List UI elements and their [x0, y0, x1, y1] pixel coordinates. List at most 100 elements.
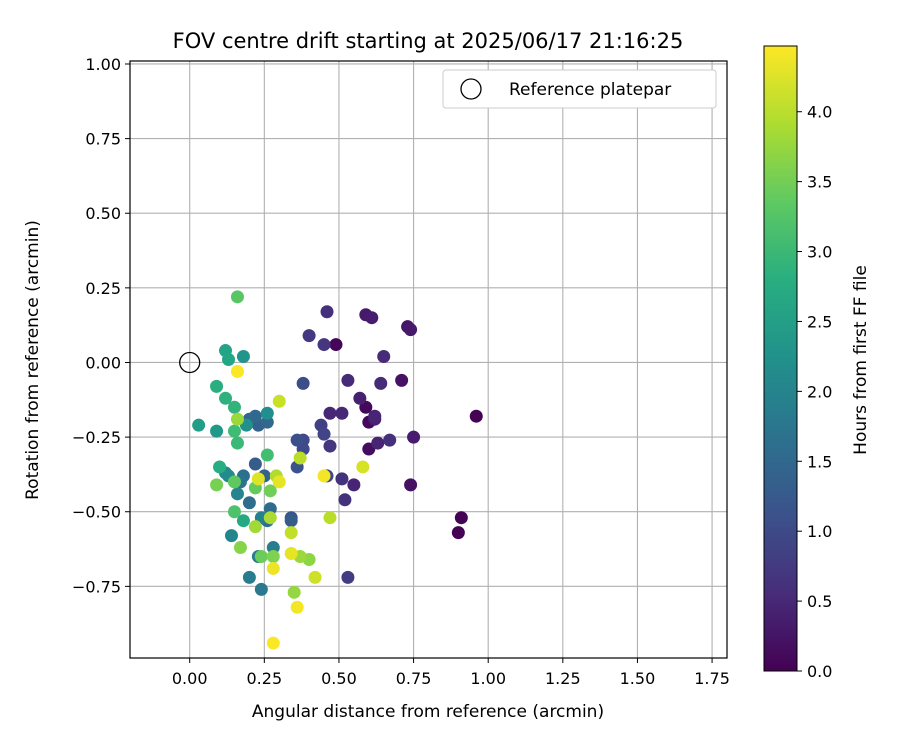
data-point — [210, 424, 224, 438]
data-point — [248, 409, 262, 423]
grid — [130, 61, 727, 658]
data-point — [254, 550, 268, 564]
data-point — [371, 436, 385, 450]
data-point — [230, 436, 244, 450]
scatter-points — [179, 290, 483, 650]
data-point — [320, 305, 334, 319]
y-tick-label: 0.75 — [85, 130, 121, 149]
data-point — [338, 493, 352, 507]
colorbar: 0.0 0.5 1.0 1.5 2.0 2.5 3.0 3.5 4.0 Hours from f… — [763, 45, 871, 681]
x-tick-label: 0.50 — [321, 669, 357, 688]
data-point — [323, 511, 337, 525]
y-tick-label: 0.25 — [85, 279, 121, 298]
data-point — [395, 373, 409, 387]
y-axis-ticks: −0.75 −0.50 −0.25 0.00 0.25 0.50 0.75 1.00 — [72, 55, 130, 596]
data-point — [374, 376, 388, 390]
data-point — [248, 520, 262, 534]
colorbar-tick-label: 3.5 — [807, 173, 832, 192]
colorbar-tick-label: 3.0 — [807, 243, 832, 262]
data-point — [242, 570, 256, 584]
colorbar-tick-label: 2.0 — [807, 382, 832, 401]
data-point — [192, 418, 206, 432]
legend-label-reference: Reference platepar — [509, 80, 671, 100]
data-point — [227, 475, 241, 489]
data-point — [317, 469, 331, 483]
data-point — [236, 350, 250, 364]
data-point — [302, 329, 316, 343]
colorbar-tick-label: 1.0 — [807, 522, 832, 541]
data-point — [284, 514, 298, 528]
colorbar-tick-label: 1.5 — [807, 452, 832, 471]
data-point — [407, 430, 421, 444]
data-point — [317, 427, 331, 441]
data-point — [377, 350, 391, 364]
data-point — [353, 391, 367, 405]
data-point — [227, 505, 241, 519]
data-point — [293, 451, 307, 465]
data-point — [272, 475, 286, 489]
data-point — [287, 585, 301, 599]
data-point — [266, 561, 280, 575]
plot-frame — [129, 60, 728, 659]
data-point — [383, 433, 397, 447]
y-tick-label: −0.50 — [72, 503, 121, 522]
colorbar-tick-label: 0.0 — [807, 662, 832, 681]
data-point — [266, 550, 280, 564]
data-point — [260, 406, 274, 420]
y-axis-label: Rotation from reference (arcmin) — [23, 220, 43, 500]
data-point — [260, 415, 274, 429]
data-point — [230, 290, 244, 304]
data-point — [227, 424, 241, 438]
colorbar-ticks: 0.0 0.5 1.0 1.5 2.0 2.5 3.0 3.5 4.0 — [797, 103, 832, 681]
data-point — [296, 376, 310, 390]
y-tick-label: 0.50 — [85, 204, 121, 223]
data-point — [230, 364, 244, 378]
data-point — [404, 323, 418, 337]
data-point — [242, 496, 256, 510]
data-point — [210, 379, 224, 393]
data-point — [272, 394, 286, 408]
x-tick-label: 0.00 — [172, 669, 208, 688]
data-point — [263, 484, 277, 498]
data-point — [251, 472, 265, 486]
y-tick-label: −0.25 — [72, 428, 121, 447]
data-point — [254, 582, 268, 596]
x-tick-label: 1.25 — [545, 669, 581, 688]
data-point — [290, 433, 304, 447]
data-point — [335, 472, 349, 486]
data-point — [290, 600, 304, 614]
legend-box — [442, 69, 717, 109]
data-point — [356, 460, 370, 474]
data-point — [323, 439, 337, 453]
data-point — [368, 409, 382, 423]
data-point — [222, 353, 236, 366]
colorbar-tick-label: 0.5 — [807, 592, 832, 611]
x-tick-label: 1.00 — [470, 669, 506, 688]
data-point — [335, 406, 349, 420]
data-point — [248, 457, 262, 471]
data-point — [263, 511, 277, 525]
data-point — [451, 526, 465, 540]
x-tick-label: 1.75 — [694, 669, 730, 688]
data-point — [230, 487, 244, 501]
data-point — [341, 373, 355, 387]
data-point — [266, 636, 280, 650]
data-point — [266, 541, 280, 555]
data-point — [227, 400, 241, 414]
chart-title: FOV centre drift starting at 2025/06/17 … — [173, 29, 684, 53]
data-point — [454, 511, 468, 525]
colorbar-label: Hours from first FF file — [851, 265, 871, 455]
data-point — [347, 478, 361, 492]
y-tick-label: −0.75 — [72, 577, 121, 596]
reference-platepar-marker — [179, 351, 201, 374]
y-tick-label: 0.00 — [85, 353, 121, 372]
data-point — [224, 529, 238, 543]
data-point — [341, 570, 355, 584]
y-tick-label: 1.00 — [85, 55, 121, 74]
x-tick-label: 0.75 — [396, 669, 432, 688]
data-point — [233, 541, 247, 555]
x-axis-label: Angular distance from reference (arcmin) — [252, 702, 604, 722]
data-point — [284, 547, 298, 561]
data-point — [210, 478, 224, 492]
